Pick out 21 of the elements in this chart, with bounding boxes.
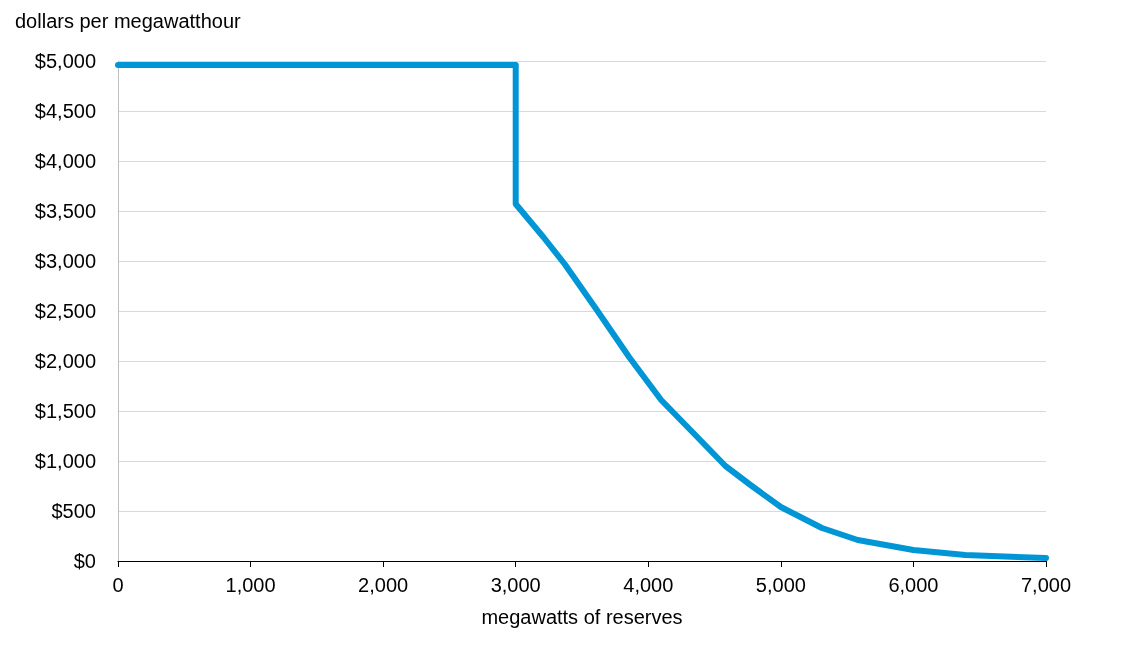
y-tick-label: $1,500 [34,400,96,422]
y-tick-label: $1,000 [34,450,96,472]
x-tick-label: 1,000 [225,574,276,596]
x-tick-label: 3,000 [490,574,541,596]
y-axis-title: dollars per megawatthour [15,10,242,32]
x-axis-title: megawatts of reserves [481,606,683,628]
y-tick-label: $2,000 [34,350,96,372]
x-tick-label: 0 [112,574,124,596]
y-tick-label: $3,000 [34,250,96,272]
y-tick-label: $5,000 [34,50,96,72]
x-tick-label: 2,000 [358,574,409,596]
y-tick-label: $0 [73,550,96,572]
x-tick-label: 7,000 [1020,574,1072,596]
x-tick-label: 6,000 [888,574,939,596]
y-tick-label: $3,500 [34,200,96,222]
y-tick-label: $4,000 [34,150,96,172]
x-tick-label: 4,000 [623,574,674,596]
y-tick-label: $500 [51,500,96,522]
y-tick-label: $2,500 [34,300,96,322]
y-tick-label: $4,500 [34,100,96,122]
x-tick-label: 5,000 [755,574,806,596]
